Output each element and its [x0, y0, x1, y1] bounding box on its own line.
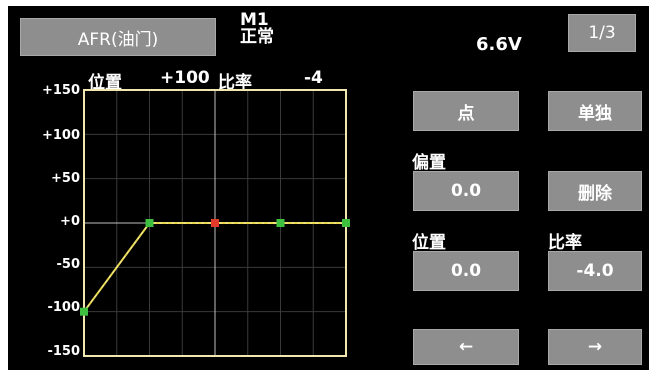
prev-point-button[interactable]: ←: [413, 329, 519, 365]
point-button[interactable]: 点: [413, 91, 519, 131]
left-arrow-icon: ←: [458, 337, 474, 357]
offset-value: 0.0: [450, 181, 482, 201]
delete-button-label: 删除: [578, 183, 612, 204]
curve-graph[interactable]: [80, 89, 350, 357]
curve-name-label: AFR(油门): [77, 29, 159, 50]
y-tick-label: +50: [51, 171, 80, 186]
y-tick-label: -100: [47, 300, 80, 315]
next-point-button[interactable]: →: [548, 329, 642, 365]
curve-point-selected: [211, 219, 219, 227]
delete-button[interactable]: 删除: [548, 171, 642, 211]
rate-value-field[interactable]: -4.0: [548, 251, 642, 291]
page-button[interactable]: 1/3: [568, 14, 636, 52]
single-button-label: 单独: [578, 103, 612, 124]
rate-label: 比率: [548, 233, 582, 253]
radio-screen: AFR(油门) M1 正常 6.6V 1/3 位置 +100 比率 -4 +15…: [8, 6, 649, 370]
y-tick-label: -50: [56, 257, 81, 272]
model-name: M1: [240, 10, 269, 30]
right-arrow-icon: →: [587, 337, 603, 357]
page-indicator: 1/3: [588, 23, 616, 43]
graph-position-value: +100: [160, 68, 210, 88]
y-tick-label: +100: [41, 128, 80, 143]
position-value: 0.0: [450, 261, 482, 281]
battery-voltage: 6.6V: [476, 34, 522, 55]
graph-rate-value: -4: [304, 68, 323, 88]
single-button[interactable]: 单独: [548, 91, 642, 131]
curve-point: [276, 219, 285, 227]
position-value-field[interactable]: 0.0: [413, 251, 519, 291]
curve-name-button[interactable]: AFR(油门): [20, 18, 216, 56]
condition-name: 正常: [240, 27, 274, 47]
curve-point: [145, 219, 154, 227]
point-button-label: 点: [457, 103, 475, 124]
y-tick-label: +0: [60, 214, 80, 229]
y-tick-label: +150: [41, 83, 80, 98]
graph-rate-label: 比率: [218, 73, 252, 93]
offset-label: 偏置: [412, 153, 446, 173]
position-label: 位置: [412, 233, 446, 253]
rate-value: -4.0: [576, 261, 614, 281]
graph-position-label: 位置: [88, 73, 122, 93]
curve-point: [80, 307, 88, 316]
offset-value-field[interactable]: 0.0: [413, 171, 519, 211]
model-mode-label: M1 正常: [240, 12, 274, 46]
curve-point: [342, 219, 350, 227]
y-tick-label: -150: [47, 344, 80, 359]
